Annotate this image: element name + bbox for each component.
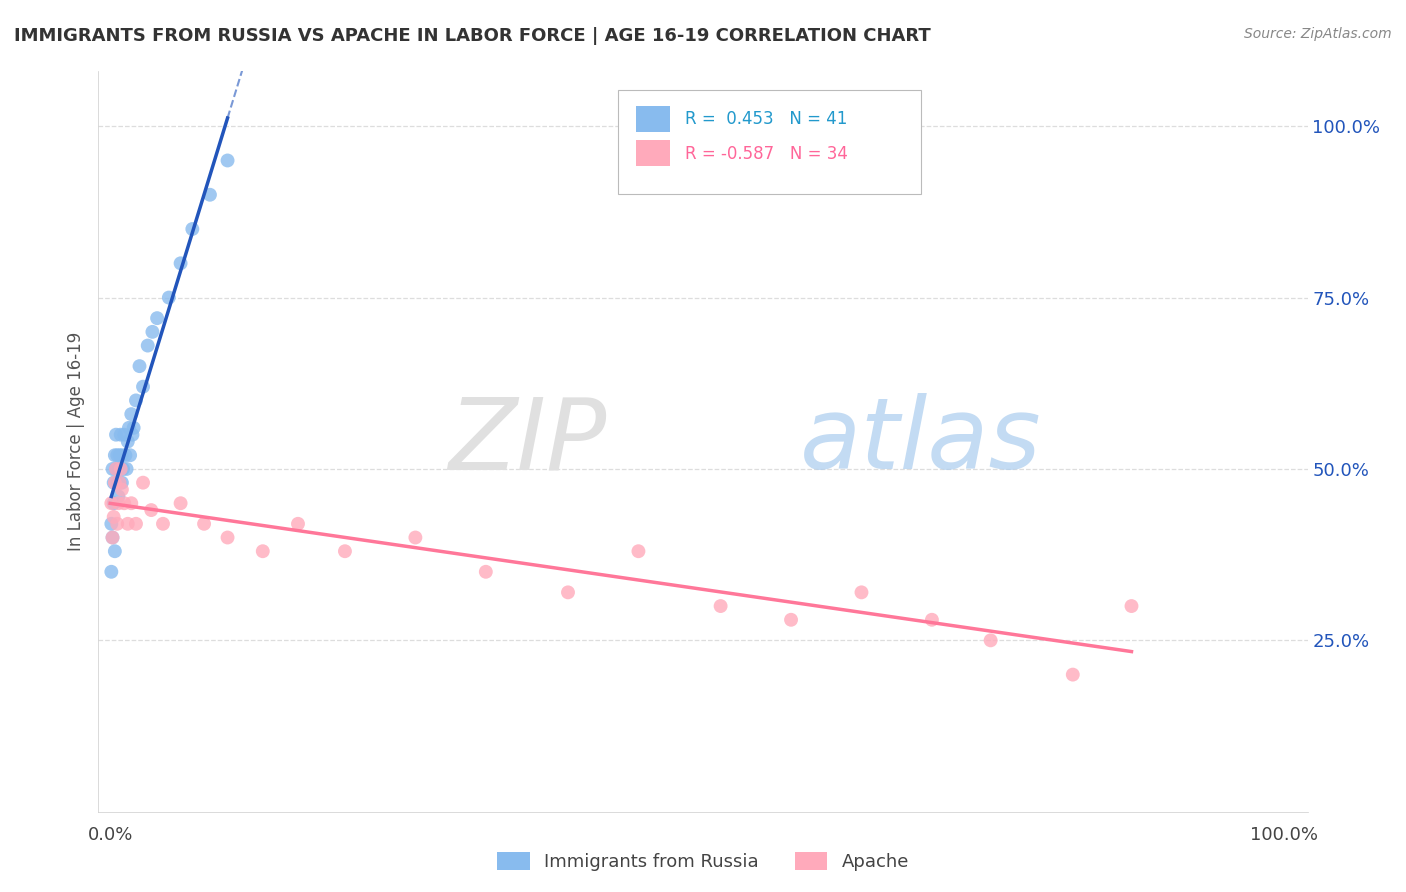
Text: R = -0.587   N = 34: R = -0.587 N = 34 <box>685 145 848 162</box>
Point <box>120 496 142 510</box>
Point <box>169 256 191 270</box>
Point <box>193 516 215 531</box>
Point <box>105 448 128 462</box>
Point <box>104 475 127 490</box>
Point <box>117 434 139 449</box>
Point <box>115 462 138 476</box>
Text: ZIP: ZIP <box>449 393 606 490</box>
Point <box>110 462 132 476</box>
Point <box>107 462 129 476</box>
Point <box>921 613 943 627</box>
Point <box>217 153 239 168</box>
Point <box>111 448 134 462</box>
Point <box>103 475 125 490</box>
Point <box>101 531 124 545</box>
Point <box>333 544 356 558</box>
Point <box>107 489 129 503</box>
Point <box>110 427 132 442</box>
Legend: Immigrants from Russia, Apache: Immigrants from Russia, Apache <box>489 845 917 879</box>
Point <box>108 448 131 462</box>
Point <box>121 427 143 442</box>
Point <box>132 380 155 394</box>
Bar <box>637 106 671 132</box>
Point <box>128 359 150 373</box>
Point <box>104 448 127 462</box>
Point <box>100 565 122 579</box>
Point <box>125 393 148 408</box>
Point <box>108 475 131 490</box>
Point <box>108 475 131 490</box>
Point <box>141 325 163 339</box>
Point <box>114 448 136 462</box>
Point <box>198 187 221 202</box>
Point <box>100 516 122 531</box>
Point <box>105 462 128 476</box>
Point <box>136 338 159 352</box>
Text: R =  0.453   N = 41: R = 0.453 N = 41 <box>685 111 848 128</box>
Point <box>557 585 579 599</box>
Point <box>780 613 803 627</box>
Point <box>120 407 142 421</box>
Point <box>132 475 155 490</box>
Point <box>169 496 191 510</box>
Point <box>217 531 239 545</box>
Point <box>101 531 124 545</box>
Point <box>404 531 426 545</box>
Point <box>152 516 174 531</box>
Point <box>287 516 309 531</box>
Text: atlas: atlas <box>800 393 1042 490</box>
Point <box>100 496 122 510</box>
Point <box>111 475 134 490</box>
Point <box>112 462 135 476</box>
Point <box>141 503 163 517</box>
Point <box>181 222 204 236</box>
Point <box>105 475 128 490</box>
Point <box>122 421 145 435</box>
Point <box>105 427 128 442</box>
Point <box>125 516 148 531</box>
Point <box>252 544 274 558</box>
Bar <box>637 140 671 166</box>
Point <box>105 516 128 531</box>
Point <box>105 462 128 476</box>
Point <box>627 544 650 558</box>
Point <box>112 427 135 442</box>
Point <box>1062 667 1084 681</box>
Text: IMMIGRANTS FROM RUSSIA VS APACHE IN LABOR FORCE | AGE 16-19 CORRELATION CHART: IMMIGRANTS FROM RUSSIA VS APACHE IN LABO… <box>14 27 931 45</box>
Point <box>103 496 125 510</box>
FancyBboxPatch shape <box>619 90 921 194</box>
Point <box>107 496 129 510</box>
Point <box>112 496 135 510</box>
Point <box>111 483 134 497</box>
Point <box>851 585 873 599</box>
Point <box>710 599 733 613</box>
Text: Source: ZipAtlas.com: Source: ZipAtlas.com <box>1244 27 1392 41</box>
Point <box>103 510 125 524</box>
Point <box>117 516 139 531</box>
Point <box>1121 599 1143 613</box>
Point <box>101 462 124 476</box>
Y-axis label: In Labor Force | Age 16-19: In Labor Force | Age 16-19 <box>66 332 84 551</box>
Point <box>104 544 127 558</box>
Point <box>980 633 1002 648</box>
Point <box>475 565 498 579</box>
Point <box>118 421 141 435</box>
Point <box>146 311 169 326</box>
Point <box>120 448 142 462</box>
Point <box>157 291 180 305</box>
Point <box>110 462 132 476</box>
